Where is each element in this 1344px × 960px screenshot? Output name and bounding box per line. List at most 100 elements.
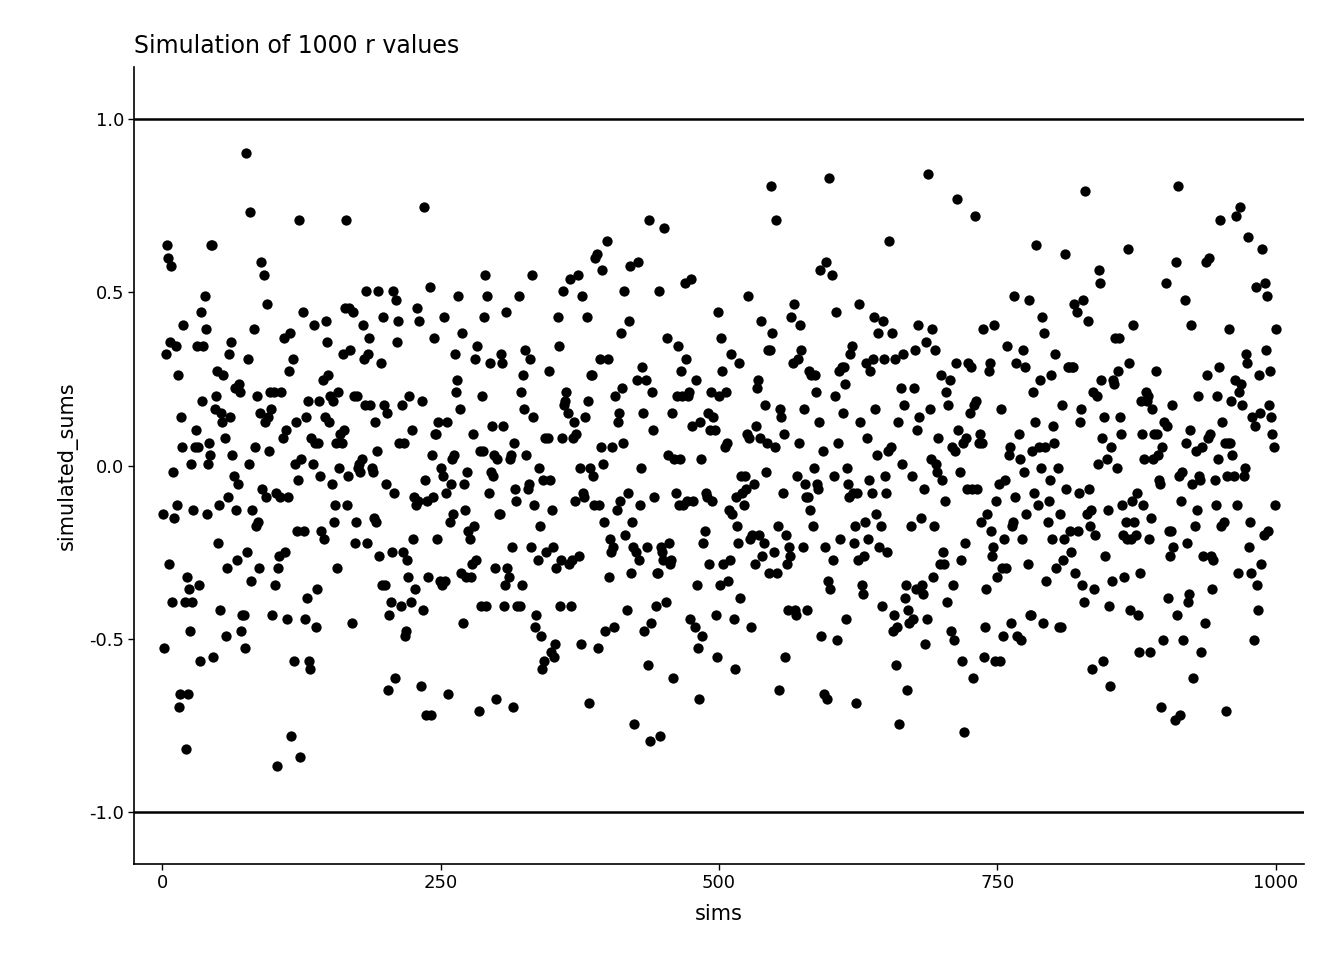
Point <box>422 490 444 505</box>
Point <box>1040 368 1062 383</box>
Point <box>296 590 317 606</box>
Point <box>824 389 845 404</box>
Point <box>1207 451 1228 467</box>
Point <box>978 355 1000 371</box>
Point <box>355 283 376 299</box>
Point <box>933 557 954 572</box>
Point <box>520 540 542 555</box>
Point <box>1004 288 1025 303</box>
Point <box>536 431 558 446</box>
Point <box>817 573 839 588</box>
Point <box>741 619 762 635</box>
Point <box>485 691 507 707</box>
Point <box>1011 532 1032 547</box>
Point <box>1035 439 1056 454</box>
Point <box>636 540 657 555</box>
Point <box>829 532 851 547</box>
Point <box>153 640 175 656</box>
Point <box>387 334 409 349</box>
Point <box>875 485 896 500</box>
Point <box>340 343 362 358</box>
Point <box>1090 372 1111 387</box>
Point <box>563 414 585 429</box>
Point <box>1259 364 1281 379</box>
Point <box>966 481 988 496</box>
Point <box>300 661 321 677</box>
Point <box>988 477 1009 492</box>
Point <box>1200 548 1222 564</box>
Point <box>687 640 708 656</box>
Point <box>995 472 1016 488</box>
Point <box>1181 477 1203 492</box>
Point <box>1140 645 1161 660</box>
Point <box>504 481 526 496</box>
Point <box>862 485 883 500</box>
Point <box>1052 552 1074 567</box>
Point <box>714 439 735 454</box>
Point <box>874 468 895 484</box>
Point <box>730 590 751 606</box>
Point <box>1137 389 1159 404</box>
Point <box>1116 532 1137 547</box>
Point <box>558 557 579 572</box>
Point <box>199 435 220 450</box>
Point <box>185 422 207 438</box>
Point <box>1218 435 1239 450</box>
Point <box>906 582 927 597</box>
Point <box>1038 493 1059 509</box>
Point <box>922 569 943 585</box>
Point <box>1257 288 1278 303</box>
Point <box>965 208 986 224</box>
Point <box>738 288 759 303</box>
Point <box>413 200 434 215</box>
Point <box>941 439 962 454</box>
Point <box>849 414 871 429</box>
Point <box>1199 426 1220 442</box>
Point <box>757 343 778 358</box>
Point <box>1009 451 1031 467</box>
Point <box>492 418 513 433</box>
Point <box>1163 540 1184 555</box>
Point <box>270 490 292 505</box>
Point <box>399 594 421 610</box>
Point <box>532 472 554 488</box>
Point <box>832 405 853 420</box>
Point <box>468 704 489 719</box>
Point <box>491 355 512 371</box>
Point <box>1055 246 1077 261</box>
Point <box>934 493 956 509</box>
Point <box>392 544 414 560</box>
Point <box>437 414 458 429</box>
Point <box>1133 498 1154 514</box>
Point <box>926 456 948 471</box>
Point <box>452 325 473 341</box>
Point <box>857 532 879 547</box>
Point <box>895 578 917 593</box>
Point <box>1011 633 1032 648</box>
Point <box>527 552 548 567</box>
Point <box>746 380 767 396</box>
Point <box>1043 418 1064 433</box>
Point <box>472 444 493 459</box>
Point <box>218 490 239 505</box>
Point <box>617 485 638 500</box>
Point <box>685 578 707 593</box>
Point <box>519 350 540 366</box>
Point <box>590 439 612 454</box>
Point <box>943 633 965 648</box>
Point <box>230 384 251 399</box>
Point <box>569 548 590 564</box>
Point <box>1249 368 1270 383</box>
Point <box>766 565 788 581</box>
Point <box>685 372 707 387</box>
Point <box>448 288 469 303</box>
Point <box>406 300 427 316</box>
Point <box>789 317 810 332</box>
Point <box>880 439 902 454</box>
Point <box>1128 607 1149 622</box>
Point <box>1132 426 1153 442</box>
Point <box>444 447 465 463</box>
Point <box>452 615 473 631</box>
Point <box>523 410 544 425</box>
Point <box>903 380 925 396</box>
